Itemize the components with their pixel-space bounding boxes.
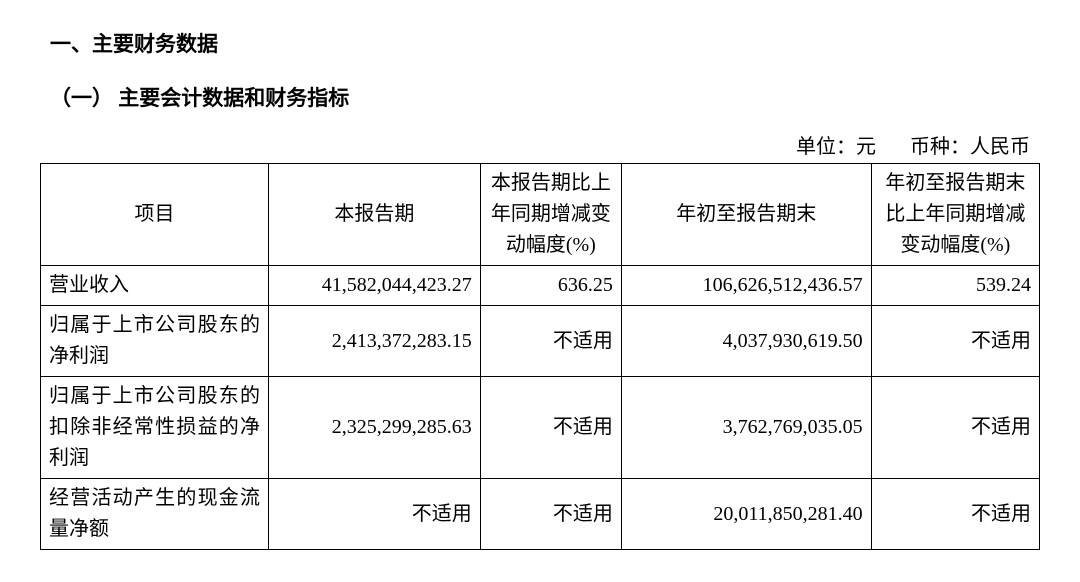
cell-period: 2,325,299,285.63 [269, 377, 481, 479]
cell-item: 归属于上市公司股东的扣除非经常性损益的净利润 [41, 377, 269, 479]
col-header-change2: 年初至报告期末比上年同期增减变动幅度(%) [871, 164, 1039, 266]
cell-ytd: 20,011,850,281.40 [621, 479, 871, 550]
financial-data-table: 项目 本报告期 本报告期比上年同期增减变动幅度(%) 年初至报告期末 年初至报告… [40, 163, 1040, 550]
cell-change2: 539.24 [871, 266, 1039, 306]
table-header-row: 项目 本报告期 本报告期比上年同期增减变动幅度(%) 年初至报告期末 年初至报告… [41, 164, 1040, 266]
unit-currency-line: 单位：元 币种：人民币 [40, 130, 1040, 159]
cell-change1: 636.25 [480, 266, 621, 306]
subsection-heading: （一） 主要会计数据和财务指标 [40, 82, 1040, 112]
cell-item: 营业收入 [41, 266, 269, 306]
cell-ytd: 4,037,930,619.50 [621, 306, 871, 377]
cell-period: 41,582,044,423.27 [269, 266, 481, 306]
cell-period: 2,413,372,283.15 [269, 306, 481, 377]
cell-ytd: 3,762,769,035.05 [621, 377, 871, 479]
col-header-period: 本报告期 [269, 164, 481, 266]
section-heading: 一、主要财务数据 [40, 28, 1040, 58]
cell-period: 不适用 [269, 479, 481, 550]
currency-value: 人民币 [970, 130, 1030, 159]
col-header-change1: 本报告期比上年同期增减变动幅度(%) [480, 164, 621, 266]
cell-change1: 不适用 [480, 377, 621, 479]
currency-label: 币种： [910, 130, 970, 159]
col-header-item: 项目 [41, 164, 269, 266]
table-row: 经营活动产生的现金流量净额 不适用 不适用 20,011,850,281.40 … [41, 479, 1040, 550]
col-header-ytd: 年初至报告期末 [621, 164, 871, 266]
cell-change1: 不适用 [480, 306, 621, 377]
cell-ytd: 106,626,512,436.57 [621, 266, 871, 306]
table-row: 归属于上市公司股东的净利润 2,413,372,283.15 不适用 4,037… [41, 306, 1040, 377]
cell-change2: 不适用 [871, 306, 1039, 377]
cell-item: 经营活动产生的现金流量净额 [41, 479, 269, 550]
unit-label: 单位： [796, 130, 856, 159]
cell-change2: 不适用 [871, 479, 1039, 550]
cell-change1: 不适用 [480, 479, 621, 550]
table-row: 营业收入 41,582,044,423.27 636.25 106,626,51… [41, 266, 1040, 306]
cell-item: 归属于上市公司股东的净利润 [41, 306, 269, 377]
unit-value: 元 [856, 130, 876, 159]
cell-change2: 不适用 [871, 377, 1039, 479]
table-row: 归属于上市公司股东的扣除非经常性损益的净利润 2,325,299,285.63 … [41, 377, 1040, 479]
